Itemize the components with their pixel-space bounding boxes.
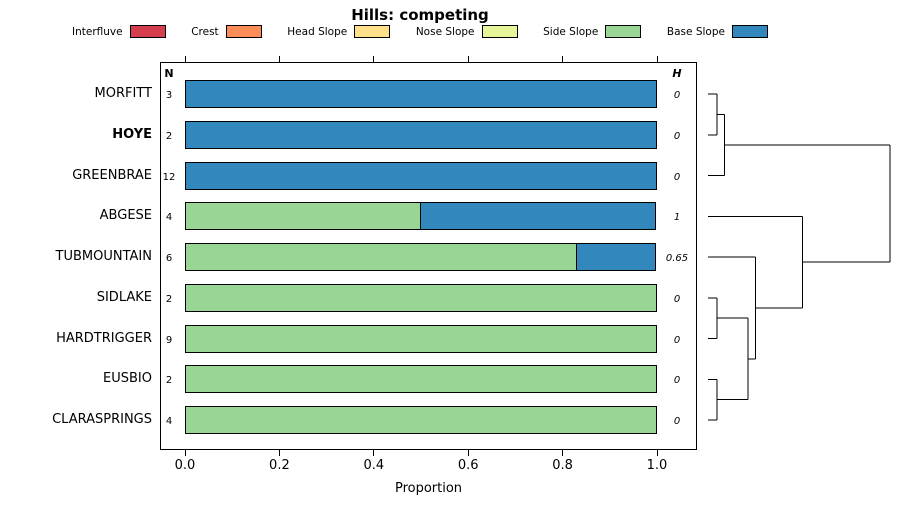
y-axis-label: HOYE	[112, 126, 152, 142]
x-tick-label: 1.0	[646, 458, 668, 473]
h-value: 0	[673, 416, 681, 427]
x-tick	[467, 450, 469, 456]
x-tick-top	[278, 56, 280, 62]
legend-swatch	[731, 25, 768, 38]
legend-swatch	[129, 25, 166, 38]
h-value: 0	[673, 293, 681, 305]
bar-segment-side-slope	[185, 283, 657, 312]
bar-segment-base-slope	[185, 80, 657, 108]
legend-label: Base Slope	[666, 25, 725, 38]
h-value: 0	[673, 130, 681, 142]
y-axis-label: TUBMOUNTAIN	[55, 249, 152, 264]
x-tick	[373, 450, 375, 456]
legend-item: Crest	[191, 25, 262, 38]
h-value: 0	[673, 375, 681, 387]
n-value: 3	[165, 90, 173, 101]
x-tick-label: 0.8	[552, 458, 573, 473]
n-value: 2	[165, 293, 173, 305]
n-value: 4	[165, 416, 173, 427]
x-tick-label: 0.2	[269, 458, 290, 473]
h-value: 0	[673, 334, 681, 346]
x-tick	[184, 450, 186, 456]
legend-item: Interfluve	[72, 25, 166, 38]
y-axis-label: MORFITT	[94, 86, 152, 101]
bar-row	[185, 283, 657, 312]
bar-segment-base-slope	[185, 161, 657, 190]
n-value: 9	[165, 334, 173, 346]
y-axis-label: SIDLAKE	[96, 289, 152, 305]
legend-item: Head Slope	[287, 25, 391, 38]
bar-row	[185, 324, 657, 353]
legend-label: Interfluve	[72, 25, 123, 38]
bar-segment-base-slope	[185, 120, 657, 149]
bar-segment-base-slope	[575, 243, 656, 271]
plot-box	[160, 62, 697, 450]
n-column-header: N	[164, 67, 174, 80]
legend-swatch	[605, 25, 642, 38]
legend-swatch	[481, 25, 518, 38]
x-tick-label: 0.6	[457, 458, 479, 473]
x-tick-label: 0.0	[174, 458, 196, 473]
y-axis-label: HARDTRIGGER	[56, 330, 152, 346]
legend-item: Nose Slope	[416, 25, 518, 38]
chart-title: Hills: competing	[351, 6, 489, 24]
legend-label: Head Slope	[287, 25, 348, 38]
x-tick-top	[467, 56, 469, 62]
x-tick-top	[373, 56, 375, 62]
bar-segment-side-slope	[185, 406, 657, 434]
y-axis-label: EUSBIO	[103, 371, 152, 387]
bar-segment-side-slope	[185, 202, 421, 231]
x-tick-top	[184, 56, 186, 62]
dendrogram	[708, 93, 891, 421]
bar-row	[185, 406, 657, 434]
bar-segment-side-slope	[185, 365, 657, 394]
legend-swatch	[354, 25, 391, 38]
y-axis-label: ABGESE	[99, 208, 152, 224]
x-tick-top	[656, 56, 658, 62]
h-column-header: H	[672, 67, 682, 80]
legend-item: Base Slope	[667, 25, 768, 38]
bar-segment-base-slope	[420, 202, 656, 231]
bar-row	[185, 161, 657, 190]
y-axis-label: GREENBRAE	[72, 167, 152, 183]
x-tick	[562, 450, 564, 456]
x-tick-label: 0.4	[363, 458, 385, 473]
bar-row	[185, 202, 656, 231]
legend-label: Crest	[191, 25, 219, 38]
bar-row	[185, 365, 657, 394]
legend-label: Nose Slope	[415, 25, 475, 38]
bar-segment-side-slope	[185, 324, 657, 353]
x-axis-label: Proportion	[394, 481, 463, 496]
bar-segment-side-slope	[185, 243, 577, 271]
legend-swatch	[225, 25, 262, 38]
h-value: 0	[673, 90, 681, 101]
bar-row	[185, 80, 657, 108]
h-value: 0	[673, 171, 681, 183]
y-axis-label: CLARASPRINGS	[52, 412, 152, 427]
bar-row	[185, 120, 657, 149]
x-tick	[278, 450, 280, 456]
legend: Interfluve Crest Head Slope Nose Slope Side …	[72, 25, 768, 38]
h-value: 0.65	[665, 253, 689, 264]
legend-label: Side Slope	[543, 25, 599, 38]
bar-row	[185, 243, 656, 271]
n-value: 4	[165, 212, 173, 224]
x-tick	[656, 450, 658, 456]
legend-item: Side Slope	[543, 25, 642, 38]
n-value: 2	[165, 375, 173, 387]
x-tick-top	[562, 56, 564, 62]
n-value: 2	[165, 130, 173, 142]
n-value: 12	[162, 171, 176, 183]
n-value: 6	[165, 253, 173, 264]
h-value: 1	[673, 212, 681, 224]
